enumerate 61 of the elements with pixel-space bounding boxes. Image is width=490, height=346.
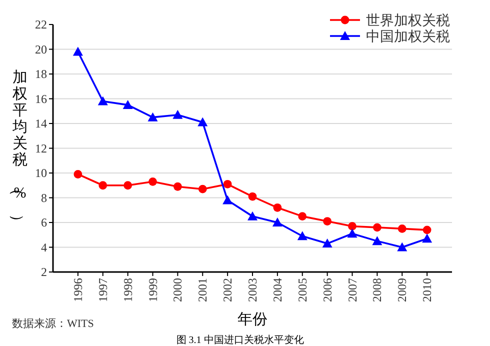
legend-label: 中国加权关税 xyxy=(366,29,450,45)
x-tick-label: 2010 xyxy=(420,278,434,302)
point xyxy=(347,228,358,238)
point xyxy=(198,117,208,126)
y-tick-label: 14 xyxy=(35,116,47,130)
point xyxy=(248,192,257,201)
y-tick-label: 20 xyxy=(35,42,47,56)
y-tick-label: 18 xyxy=(35,67,47,81)
point xyxy=(272,218,282,226)
x-tick-label: 2005 xyxy=(295,278,310,302)
point xyxy=(298,212,307,221)
x-tick-label: 2002 xyxy=(220,278,235,302)
point xyxy=(297,231,308,240)
y-tick-label: 22 xyxy=(35,18,47,32)
x-tick-label: 2004 xyxy=(270,278,284,302)
x-tick-label: 2009 xyxy=(395,278,410,302)
point xyxy=(172,110,183,119)
point xyxy=(372,236,382,246)
x-tick-label: 2001 xyxy=(196,278,210,302)
point xyxy=(348,222,356,230)
point xyxy=(397,242,408,252)
source-note: 数据来源：WITS xyxy=(12,317,94,330)
y-tick-label: 2 xyxy=(41,265,47,279)
point xyxy=(98,96,108,106)
point xyxy=(398,224,406,233)
caption: 图 3.1 中国进口关税水平变化 xyxy=(176,334,304,346)
x-axis-title: 年份 xyxy=(238,311,268,328)
point xyxy=(122,100,133,109)
point xyxy=(248,211,258,220)
x-tick-label: 1997 xyxy=(96,278,110,302)
point xyxy=(422,234,432,243)
point xyxy=(98,181,108,190)
point xyxy=(148,112,158,122)
y-tick-label: 12 xyxy=(35,141,47,156)
y-tick-label: 4 xyxy=(41,240,47,254)
y-tick-label: 6 xyxy=(41,216,47,230)
x-tick-label: 2006 xyxy=(320,278,334,302)
x-tick-label: 1999 xyxy=(146,278,160,302)
point xyxy=(323,217,332,226)
legend-label: 世界加权关税 xyxy=(366,13,450,29)
point xyxy=(322,238,332,248)
point xyxy=(223,180,232,188)
point xyxy=(273,203,282,212)
x-tick-label: 1996 xyxy=(70,278,85,302)
y-tick-label: 8 xyxy=(41,190,47,205)
point xyxy=(148,177,157,186)
point xyxy=(72,46,83,56)
point xyxy=(173,182,182,191)
point xyxy=(222,195,233,204)
x-tick-label: 2003 xyxy=(246,278,260,302)
point xyxy=(124,181,132,190)
point xyxy=(372,223,382,232)
x-tick-label: 2000 xyxy=(170,278,185,302)
point xyxy=(198,184,207,194)
x-tick-label: 2007 xyxy=(345,278,360,302)
x-tick-label: 1998 xyxy=(120,278,135,302)
x-tick-label: 2008 xyxy=(370,278,384,302)
y-tick-label: 10 xyxy=(35,166,47,180)
point xyxy=(422,226,432,234)
y-tick-label: 16 xyxy=(35,92,47,106)
point xyxy=(74,170,82,178)
